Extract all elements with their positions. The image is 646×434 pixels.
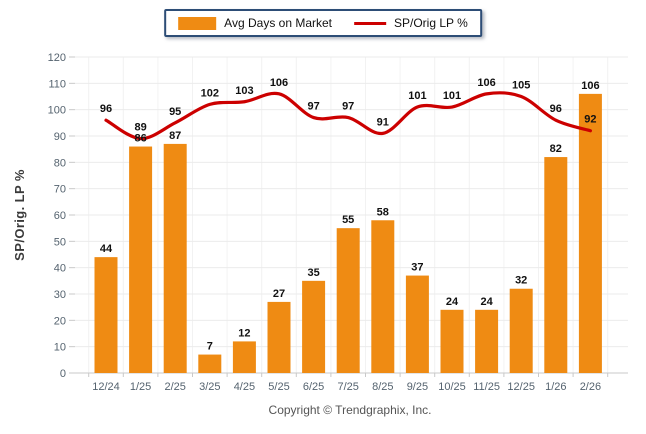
- bar: [405, 275, 429, 373]
- bar-value-label: 35: [307, 267, 319, 279]
- bar: [302, 280, 326, 373]
- bar-value-label: 7: [207, 341, 213, 353]
- x-axis-label: 1/26: [545, 381, 566, 393]
- bar: [94, 257, 118, 373]
- bar: [475, 309, 499, 373]
- bar-series-legend-label: Avg Days on Market: [224, 16, 333, 30]
- line-value-label: 97: [307, 101, 319, 113]
- line-value-label: 91: [377, 116, 389, 128]
- line-value-label: 106: [270, 77, 288, 89]
- line-value-label: 96: [100, 103, 112, 115]
- y-axis-tick-label: 0: [60, 368, 66, 380]
- bar-value-label: 82: [550, 143, 562, 155]
- bar: [578, 93, 602, 373]
- x-axis-label: 12/24: [92, 381, 120, 393]
- line-value-label: 103: [235, 85, 253, 97]
- line-value-label: 92: [584, 114, 596, 126]
- copyright-text: Copyright © Trendgraphix, Inc.: [268, 403, 432, 417]
- bar-value-label: 58: [377, 206, 389, 218]
- line-value-label: 105: [512, 80, 530, 92]
- bar-series-swatch-icon: [178, 16, 217, 30]
- bar: [371, 220, 395, 373]
- bar: [129, 146, 153, 373]
- bar-value-label: 24: [480, 296, 493, 308]
- y-axis-tick-label: 20: [54, 315, 66, 327]
- x-axis-label: 3/25: [199, 381, 220, 393]
- y-axis-tick-label: 30: [54, 289, 66, 301]
- bar: [198, 354, 222, 373]
- trend-line: [104, 91, 592, 141]
- bar-value-label: 87: [169, 130, 181, 142]
- y-axis-tick-label: 10: [54, 342, 66, 354]
- bar-value-label: 37: [411, 262, 423, 274]
- bar-value-label: 44: [100, 243, 113, 255]
- line-value-label: 97: [342, 101, 354, 113]
- line-series-legend-label: SP/Orig LP %: [394, 16, 468, 30]
- bar: [336, 228, 360, 373]
- bar: [440, 309, 464, 373]
- x-axis-label: 10/25: [438, 381, 466, 393]
- x-axis-label: 6/25: [303, 381, 324, 393]
- line-value-label: 102: [201, 87, 219, 99]
- x-axis-label: 11/25: [473, 381, 500, 393]
- bar-value-label: 106: [581, 80, 599, 92]
- y-axis-tick-label: 40: [54, 263, 66, 275]
- line-value-label: 89: [134, 122, 146, 134]
- x-axis-label: 2/26: [580, 381, 601, 393]
- line-value-label: 106: [477, 77, 495, 89]
- x-axis-label: 8/25: [372, 381, 393, 393]
- chart-legend: Avg Days on Market SP/Orig LP %: [164, 9, 482, 37]
- y-axis-tick-label: 110: [48, 78, 66, 90]
- bar: [163, 143, 187, 373]
- line-value-label: 101: [408, 90, 426, 102]
- x-axis-label: 2/25: [164, 381, 185, 393]
- y-axis-tick-label: 70: [54, 184, 66, 196]
- bar: [232, 341, 256, 373]
- y-axis-tick-label: 80: [54, 157, 66, 169]
- y-axis-tick-label: 90: [54, 131, 66, 143]
- line-series-swatch-icon: [354, 21, 387, 25]
- bar-value-label: 86: [134, 133, 146, 145]
- line-value-label: 95: [169, 106, 181, 118]
- bar: [544, 157, 568, 373]
- y-axis-tick-label: 120: [48, 52, 66, 64]
- bar: [267, 301, 291, 373]
- bar-value-label: 24: [446, 296, 459, 308]
- bar-value-label: 55: [342, 214, 354, 226]
- bar-value-label: 12: [238, 327, 250, 339]
- y-axis-title: SP/Orig. LP %: [12, 169, 27, 261]
- bar-value-label: 27: [273, 288, 285, 300]
- y-axis-tick-label: 100: [48, 105, 66, 117]
- line-value-label: 96: [550, 103, 562, 115]
- x-axis-label: 12/25: [507, 381, 535, 393]
- x-axis-label: 7/25: [337, 381, 358, 393]
- y-axis-tick-label: 50: [54, 236, 66, 248]
- y-axis-tick-label: 60: [54, 210, 66, 222]
- x-axis-label: 4/25: [234, 381, 255, 393]
- bar: [509, 288, 533, 373]
- x-axis-label: 1/25: [130, 381, 151, 393]
- x-axis-label: 9/25: [407, 381, 428, 393]
- x-axis-label: 5/25: [268, 381, 289, 393]
- bar-value-label: 32: [515, 275, 527, 287]
- line-value-label: 101: [443, 90, 461, 102]
